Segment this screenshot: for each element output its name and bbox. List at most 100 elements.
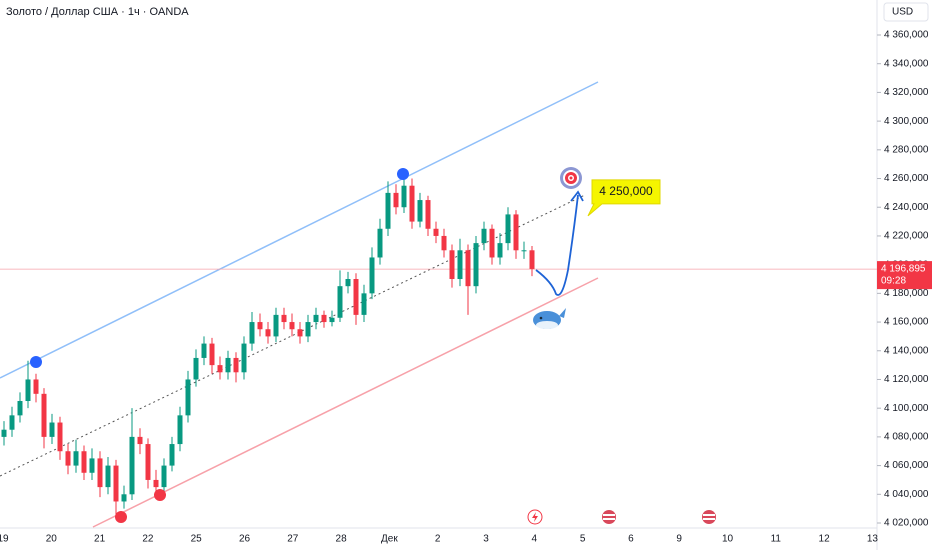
y-tick-label: 4 060,000 bbox=[884, 460, 929, 471]
candle-body bbox=[489, 228, 495, 258]
forecast-arrow bbox=[535, 194, 579, 296]
candle-body bbox=[369, 257, 375, 294]
candle-body bbox=[281, 314, 287, 323]
target-label: 4 250,000 bbox=[599, 184, 653, 198]
pivot-high bbox=[30, 356, 42, 368]
candle-body bbox=[25, 379, 31, 401]
y-tick-label: 4 020,000 bbox=[884, 518, 929, 529]
countdown: 09:28 bbox=[881, 276, 906, 287]
candle-body bbox=[49, 422, 55, 437]
candle-body bbox=[177, 415, 183, 445]
x-tick-label: 25 bbox=[191, 534, 203, 545]
y-tick-label: 4 120,000 bbox=[884, 374, 929, 385]
y-tick-label: 4 360,000 bbox=[884, 30, 929, 41]
candle-body bbox=[89, 458, 95, 473]
y-tick-label: 4 320,000 bbox=[884, 87, 929, 98]
y-tick-label: 4 240,000 bbox=[884, 202, 929, 213]
candle-body bbox=[129, 436, 135, 495]
x-tick-label: 22 bbox=[142, 534, 154, 545]
whale-icon bbox=[533, 308, 566, 329]
candle-body bbox=[17, 401, 23, 416]
candle-body bbox=[1, 429, 7, 437]
candle-body bbox=[41, 393, 47, 437]
candle-body bbox=[473, 243, 479, 287]
candle-body bbox=[217, 365, 223, 373]
candle-body bbox=[273, 314, 279, 337]
last-price-box bbox=[877, 261, 932, 290]
x-tick-label: Дек bbox=[381, 534, 398, 545]
candle-body bbox=[185, 379, 191, 416]
currency-button[interactable] bbox=[883, 2, 929, 22]
y-tick-label: 4 140,000 bbox=[884, 345, 929, 356]
candle-body bbox=[377, 228, 383, 258]
candle-body bbox=[529, 250, 535, 269]
pivot-low bbox=[115, 511, 127, 523]
candle-body bbox=[409, 185, 415, 222]
candle-body bbox=[313, 314, 319, 323]
candle-body bbox=[225, 357, 231, 373]
candle-body bbox=[481, 228, 487, 244]
candle-body bbox=[441, 235, 447, 251]
last-price-label: 4 196,895 bbox=[881, 264, 926, 275]
candle-body bbox=[433, 228, 439, 236]
event-icons bbox=[527, 509, 716, 525]
y-tick-label: 4 160,000 bbox=[884, 317, 929, 328]
x-tick-label: 11 bbox=[771, 534, 782, 545]
x-tick-label: 10 bbox=[722, 534, 734, 545]
y-tick-label: 4 300,000 bbox=[884, 116, 929, 127]
x-tick-label: 4 bbox=[532, 534, 538, 545]
x-tick-label: 26 bbox=[239, 534, 251, 545]
pivot-low bbox=[154, 489, 166, 501]
mid-channel-line bbox=[0, 194, 586, 477]
candle-body bbox=[353, 279, 359, 315]
candle-body bbox=[521, 250, 527, 252]
x-tick-label: 19 bbox=[0, 534, 9, 545]
x-tick-label: 28 bbox=[336, 534, 348, 545]
x-tick-label: 5 bbox=[580, 534, 586, 545]
candle-body bbox=[209, 343, 215, 366]
candle-body bbox=[401, 185, 407, 208]
x-tick-label: 27 bbox=[287, 534, 299, 545]
candle-body bbox=[249, 322, 255, 344]
y-tick-label: 4 080,000 bbox=[884, 432, 929, 443]
candle-body bbox=[105, 465, 111, 488]
target-callout bbox=[587, 179, 661, 217]
candle-body bbox=[241, 343, 247, 373]
x-tick-label: 2 bbox=[435, 534, 441, 545]
candle-body bbox=[417, 200, 423, 222]
candle-body bbox=[297, 329, 303, 337]
candle-body bbox=[425, 200, 431, 229]
y-tick-label: 4 040,000 bbox=[884, 489, 929, 500]
candle-body bbox=[169, 444, 175, 466]
candle-body bbox=[137, 436, 143, 445]
y-tick-label: 4 260,000 bbox=[884, 173, 929, 184]
candle-body bbox=[201, 343, 207, 358]
x-tick-label: 3 bbox=[483, 534, 489, 545]
candle-body bbox=[329, 317, 335, 323]
candle-body bbox=[113, 465, 119, 502]
candle-body bbox=[265, 329, 271, 337]
candle-body bbox=[321, 314, 327, 323]
candle-body bbox=[33, 379, 39, 394]
candle-body bbox=[121, 494, 127, 502]
currency[interactable]: USD bbox=[892, 7, 913, 18]
candle-body bbox=[337, 286, 343, 318]
candle-body bbox=[257, 322, 263, 330]
candle-body bbox=[513, 214, 519, 251]
candle-body bbox=[465, 250, 471, 287]
candle-body bbox=[97, 458, 103, 488]
x-tick-label: 20 bbox=[46, 534, 58, 545]
x-tick-label: 9 bbox=[676, 534, 682, 545]
candle-body bbox=[161, 465, 167, 488]
candle-body bbox=[505, 214, 511, 244]
chart-title: Золото / Доллар США · 1ч · OANDA bbox=[6, 6, 189, 18]
candle-body bbox=[497, 243, 503, 258]
candle-body bbox=[73, 451, 79, 466]
candle-body bbox=[145, 444, 151, 480]
y-tick-label: 4 340,000 bbox=[884, 58, 929, 69]
arrow-head bbox=[570, 190, 584, 202]
x-tick-label: 6 bbox=[628, 534, 634, 545]
candle-body bbox=[153, 479, 159, 488]
candle-body bbox=[57, 422, 63, 452]
